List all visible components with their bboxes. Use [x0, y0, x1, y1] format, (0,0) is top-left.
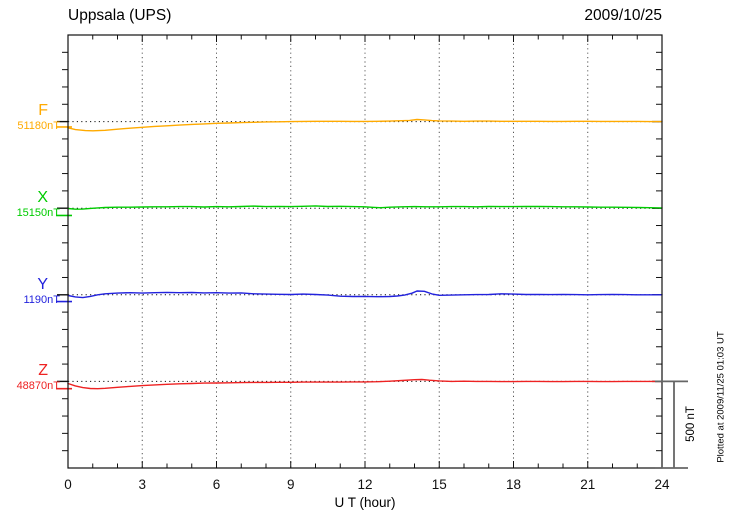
x-tick-label: 0	[64, 477, 72, 492]
station-title: Uppsala (UPS)	[68, 7, 172, 24]
series-baseline-value-f: 51180nT	[17, 120, 60, 132]
x-tick-label: 15	[432, 477, 447, 492]
series-letter-y: Y	[37, 276, 48, 293]
x-axis-label: U T (hour)	[334, 495, 396, 510]
x-tick-label: 9	[287, 477, 295, 492]
series-label-x: X 15150nT	[0, 188, 60, 220]
series-letter-f: F	[38, 102, 48, 119]
x-tick-label: 3	[139, 477, 147, 492]
series-label-f: F 51180nT	[0, 101, 60, 133]
x-tick-label: 18	[506, 477, 521, 492]
scale-bar-label: 500 nT	[685, 406, 697, 442]
x-tick-label: 6	[213, 477, 221, 492]
plotted-at-note: Plotted at 2009/11/25 01:03 UT	[715, 331, 727, 463]
x-tick-label: 24	[654, 477, 670, 492]
series-letter-z: Z	[38, 362, 48, 379]
series-baseline-value-z: 48870nT	[16, 380, 60, 392]
series-label-y: Y 1190nT	[0, 275, 61, 307]
x-tick-label: 21	[580, 477, 595, 492]
series-letter-x: X	[37, 189, 48, 206]
series-baseline-value-y: 1190nT	[23, 294, 61, 306]
x-tick-label: 12	[357, 477, 372, 492]
series-label-z: Z 48870nT	[0, 361, 60, 393]
series-baseline-value-x: 15150nT	[16, 207, 60, 219]
plot-date: 2009/10/25	[584, 7, 662, 24]
